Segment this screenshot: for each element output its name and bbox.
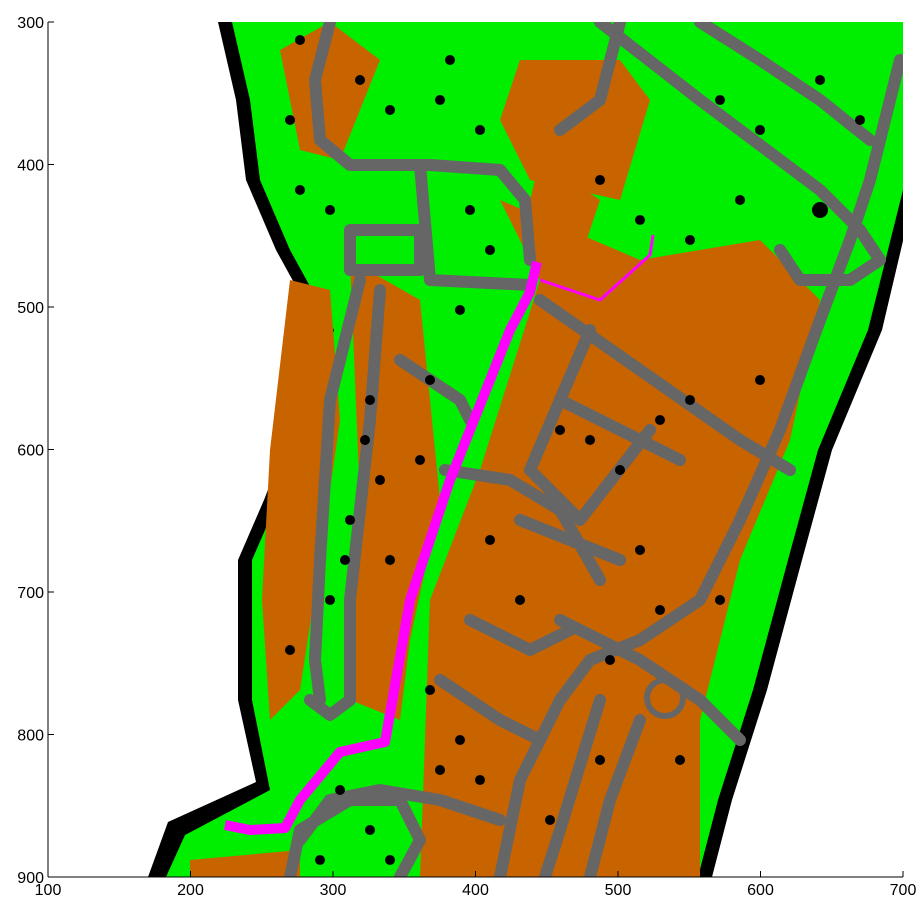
figure: 1002003004005006007003004005006007008009…: [0, 0, 923, 903]
y-tick-label: 600: [17, 443, 44, 460]
y-tick-label: 300: [17, 15, 44, 32]
x-tick-label: 500: [605, 882, 632, 899]
x-tick-label: 700: [890, 882, 917, 899]
y-tick-label: 500: [17, 300, 44, 317]
y-tick-label: 900: [17, 870, 44, 887]
x-tick-label: 200: [177, 882, 204, 899]
y-tick-label: 700: [17, 585, 44, 602]
x-tick-label: 300: [320, 882, 347, 899]
y-tick-label: 800: [17, 728, 44, 745]
map-image: [148, 22, 915, 877]
x-tick-label: 600: [747, 882, 774, 899]
x-tick-label: 400: [462, 882, 489, 899]
y-tick-label: 400: [17, 158, 44, 175]
